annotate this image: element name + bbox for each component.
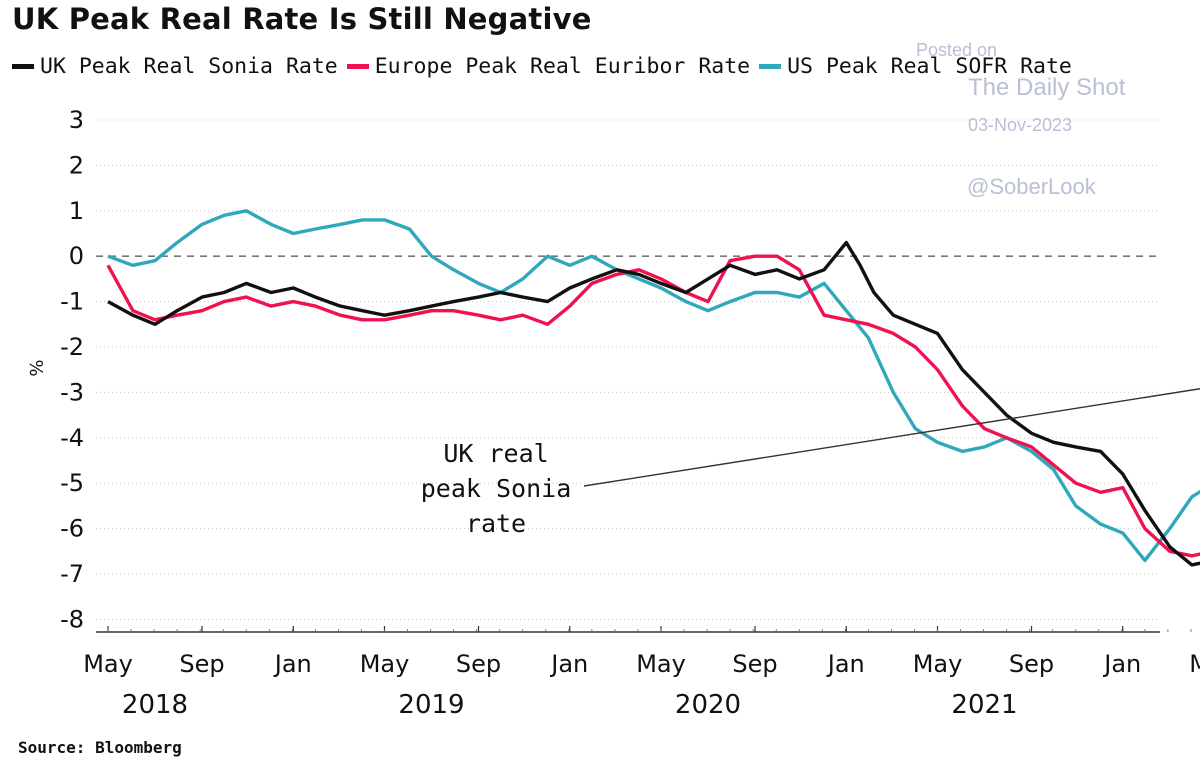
- x-year-label: 2020: [675, 690, 741, 720]
- annotation-leader-line: [583, 388, 1200, 487]
- x-tick-label: May: [1189, 650, 1200, 678]
- watermark-site: The Daily Shot: [968, 74, 1126, 101]
- y-tick-label: 0: [69, 242, 84, 270]
- series-line-uk: [107, 240, 1200, 567]
- y-tick-label: -3: [60, 378, 84, 406]
- legend: UK Peak Real Sonia Rate Europe Peak Real…: [12, 52, 1081, 80]
- y-tick-label: -5: [60, 469, 84, 497]
- x-tick-label: Sep: [456, 650, 501, 678]
- x-tick-label: May: [913, 650, 963, 678]
- x-year-label: 2019: [398, 690, 464, 720]
- legend-label-europe: Europe Peak Real Euribor Rate: [374, 53, 751, 79]
- x-year-label: 2021: [951, 690, 1017, 720]
- legend-item-us: US Peak Real SOFR Rate: [759, 54, 1072, 79]
- x-tick-label: Jan: [826, 650, 865, 678]
- x-tick-label: Jan: [273, 650, 312, 678]
- x-year-label: 2018: [122, 690, 188, 720]
- watermark-posted: Posted on: [916, 40, 998, 60]
- y-tick-label: -7: [60, 560, 84, 588]
- y-tick-label: 1: [69, 197, 84, 225]
- legend-swatch-us: [759, 63, 782, 69]
- annotation-text: rate: [466, 509, 526, 538]
- y-tick-label: 3: [69, 106, 84, 134]
- source-note: Source: Bloomberg: [18, 738, 182, 757]
- legend-swatch-uk: [12, 63, 34, 69]
- x-tick-label: Sep: [179, 650, 224, 678]
- legend-item-uk: UK Peak Real Sonia Rate: [12, 54, 338, 79]
- x-tick-label: May: [83, 650, 133, 678]
- annotation-text: UK real: [443, 439, 548, 468]
- legend-label-uk: UK Peak Real Sonia Rate: [40, 53, 338, 79]
- y-axis-label: %: [25, 359, 46, 376]
- y-tick-label: -6: [60, 515, 84, 543]
- x-tick-label: Sep: [732, 650, 777, 678]
- x-tick-label: May: [636, 650, 686, 678]
- annotation-text: peak Sonia: [421, 474, 572, 503]
- x-tick-label: Jan: [1102, 650, 1141, 678]
- legend-swatch-europe: [346, 63, 369, 69]
- chart-title: UK Peak Real Rate Is Still Negative: [12, 2, 592, 36]
- y-tick-label: -1: [60, 288, 84, 316]
- series-line-us: [107, 209, 1200, 563]
- y-tick-label: -8: [60, 605, 84, 633]
- y-tick-label: -2: [60, 333, 84, 361]
- watermark-date: 03-Nov-2023: [968, 115, 1073, 135]
- x-tick-label: Sep: [1009, 650, 1054, 678]
- y-tick-label: -4: [60, 424, 84, 452]
- watermark-handle: @SoberLook: [967, 174, 1096, 199]
- x-tick-label: May: [360, 650, 410, 678]
- x-tick-label: Jan: [549, 650, 588, 678]
- series-line-europe: [106, 254, 1200, 558]
- y-tick-label: 2: [69, 151, 84, 179]
- legend-label-us: US Peak Real SOFR Rate: [787, 53, 1072, 79]
- legend-item-europe: Europe Peak Real Euribor Rate: [346, 53, 751, 79]
